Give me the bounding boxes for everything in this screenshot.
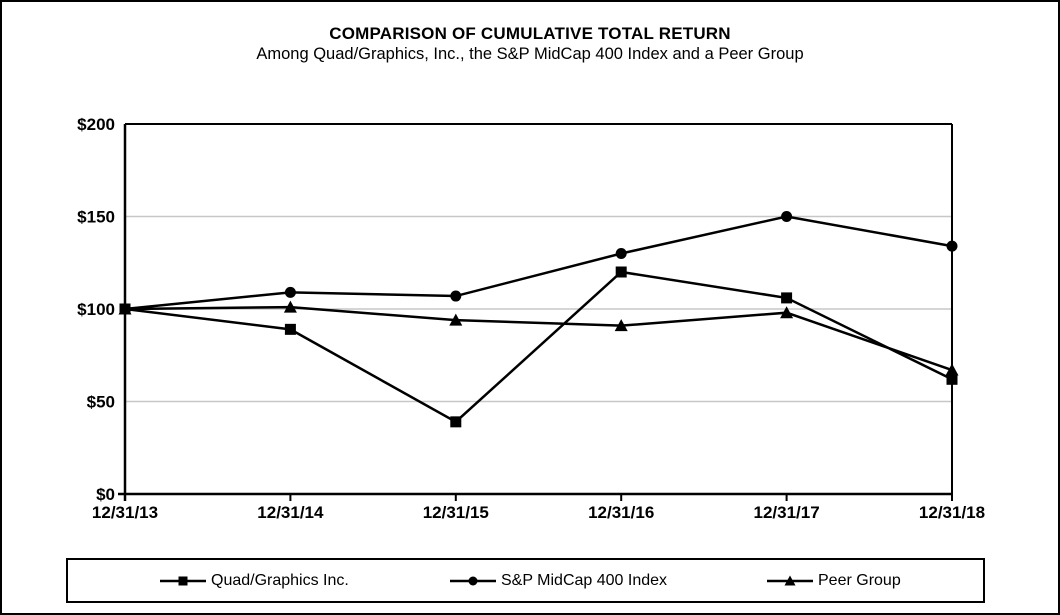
y-tick-label: $100 <box>77 300 115 319</box>
legend-key-triangle-icon <box>767 575 813 585</box>
series-square-marker <box>284 323 296 335</box>
legend-item: Peer Group <box>767 560 901 601</box>
legend-item: Quad/Graphics Inc. <box>160 560 349 601</box>
x-tick-label: 12/31/15 <box>423 503 489 522</box>
series-triangle-marker <box>283 300 297 313</box>
x-tick-label: 12/31/14 <box>257 503 324 522</box>
series-triangle-marker <box>614 319 628 332</box>
series-square-marker <box>781 292 793 304</box>
legend-label: Quad/Graphics Inc. <box>211 571 349 589</box>
y-tick-label: $50 <box>87 393 115 412</box>
plot-svg: $0 $50 $100 $150 $200 12/31/13 12/31/14 12/31/1… <box>77 115 985 522</box>
legend-key-circle-icon <box>450 576 496 585</box>
legend-circle-marker <box>468 576 478 585</box>
x-tick-label: 12/31/16 <box>588 503 654 522</box>
legend-label: S&P MidCap 400 Index <box>501 571 668 589</box>
legend-item: S&P MidCap 400 Index <box>450 560 667 601</box>
series-circle-marker <box>781 211 793 222</box>
series-square-marker <box>615 266 627 278</box>
series-circle-marker <box>946 240 958 252</box>
y-tick-label: $150 <box>77 208 115 227</box>
series-line <box>124 305 953 372</box>
series-triangle-marker <box>780 306 794 319</box>
x-tick-label: 12/31/13 <box>92 503 158 522</box>
legend-square-marker <box>178 576 188 585</box>
series-line <box>124 215 953 311</box>
x-tick-label: 12/31/18 <box>919 503 985 522</box>
chart-title: COMPARISON OF CUMULATIVE TOTAL RETURN <box>329 24 731 43</box>
series-line <box>124 270 953 424</box>
series-circle-marker <box>450 290 462 302</box>
legend-triangle-marker <box>784 575 796 585</box>
series-circle-marker <box>284 286 296 298</box>
series-square-marker <box>946 373 958 385</box>
series-triangle-marker <box>449 313 463 326</box>
series-square-marker <box>450 416 462 428</box>
x-tick-label: 12/31/17 <box>754 503 820 522</box>
y-tick-label: $0 <box>96 485 115 504</box>
chart-subtitle: Among Quad/Graphics, Inc., the S&P MidCa… <box>256 45 804 63</box>
legend-label: Peer Group <box>818 571 901 589</box>
series-triangle-marker <box>118 302 132 315</box>
y-tick-label: $200 <box>77 115 115 134</box>
series-triangle-marker <box>945 363 959 376</box>
legend: Quad/Graphics Inc. S&P MidCap 400 Index Pe… <box>66 558 985 603</box>
legend-key-square-icon <box>160 576 206 585</box>
series-circle-marker <box>615 248 627 259</box>
